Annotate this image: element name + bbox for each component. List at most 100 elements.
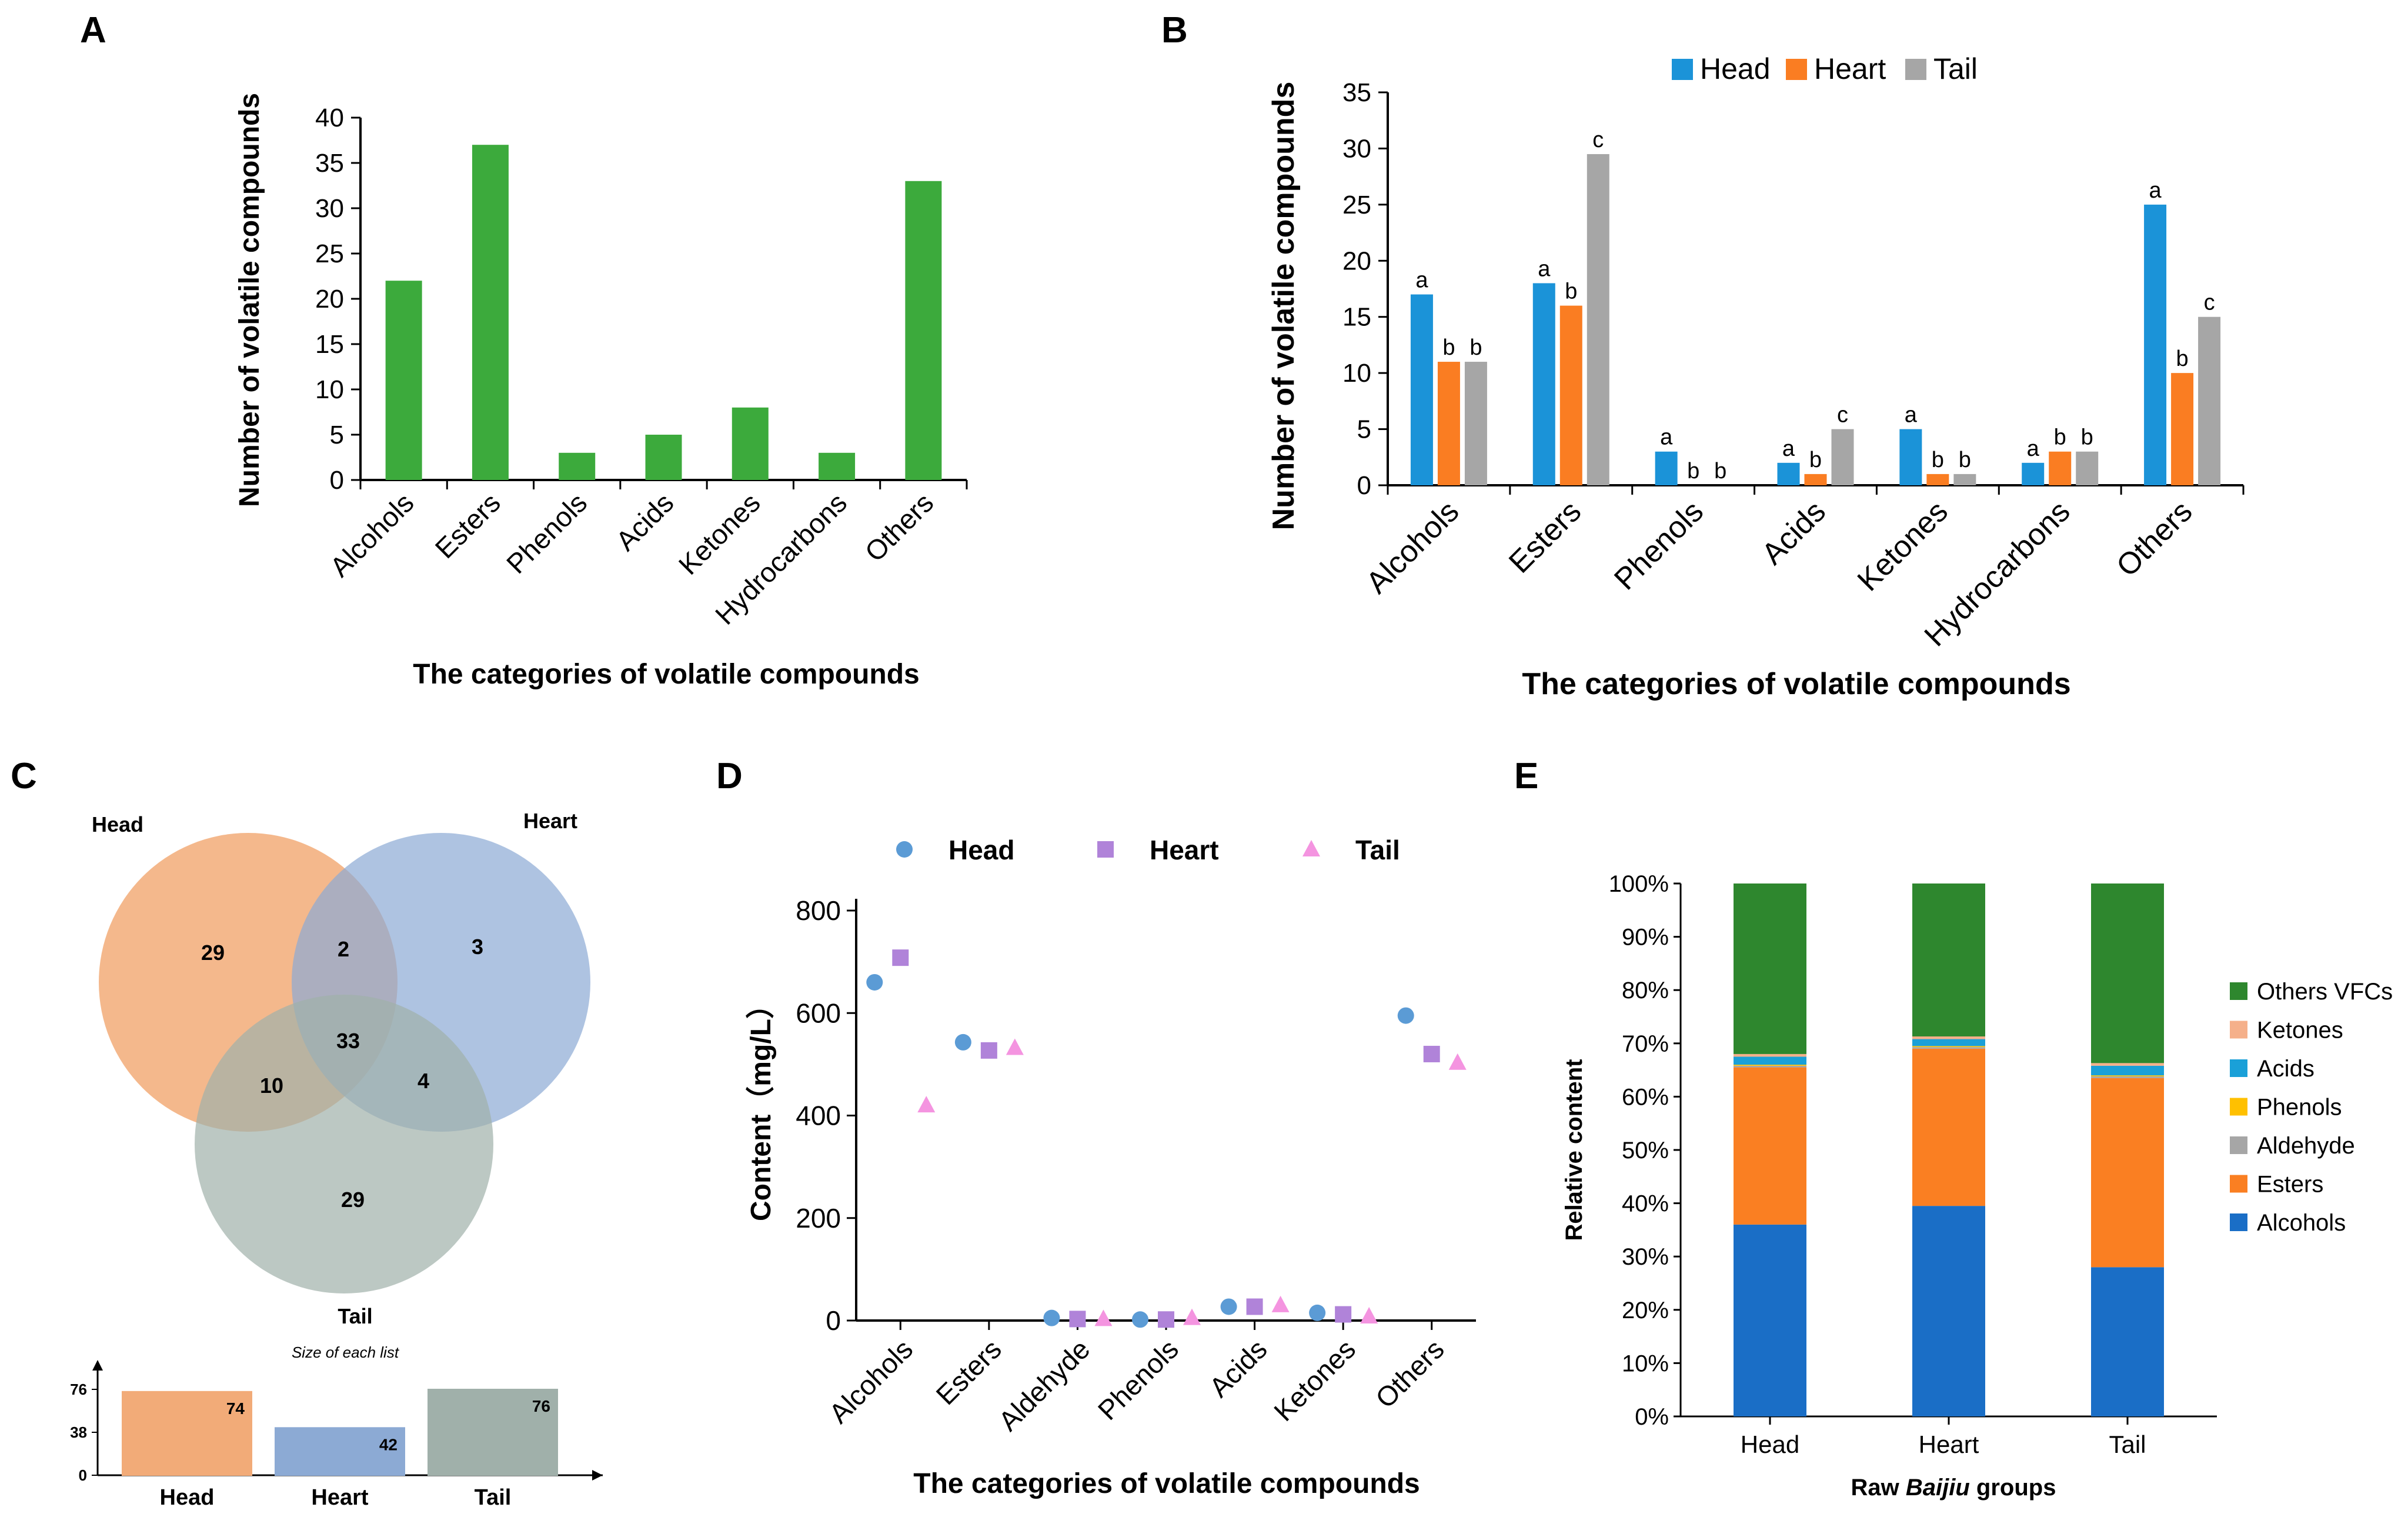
size-chart-y-arrow [92,1360,103,1371]
panel-e-y-axis-title: Relative content [1561,1059,1587,1241]
panel-a-y-tick-label: 5 [330,421,344,449]
panel-b-legend-swatch-head [1672,59,1693,80]
panel-b-category-label: Alcohols [1360,494,1465,600]
panel-d-category-label: Alcohols [823,1333,919,1429]
panel-a-category-label: Phenols [500,487,593,580]
panel-b-significance-letter: a [2027,436,2040,461]
panel-b-significance-letter: a [2149,178,2162,203]
panel-e-legend-label: Alcohols [2257,1210,2346,1236]
panel-a-bar-ketones [732,407,769,480]
panel-e-y-tick-label: 50% [1622,1138,1669,1163]
panel-e-segment-esters-heart [1912,1048,1985,1206]
panel-e-segment-esters-head [1734,1067,1806,1225]
panel-a-y-tick-label: 10 [315,375,344,404]
size-chart-bar-head [122,1391,252,1476]
panel-letter-d: D [716,756,743,796]
panel-a-y-axis-title: Number of volatile compounds [234,93,265,507]
panel-a-y-tick-label: 35 [315,149,344,178]
panel-d-point-head-acids [1220,1298,1237,1315]
panel-b-significance-letter: b [2081,425,2093,450]
panel-d-point-tail-acids [1271,1295,1290,1312]
size-chart-category-label: Heart [311,1485,368,1510]
panel-d-legend-marker-tail [1302,840,1320,856]
size-chart-x-arrow [592,1470,603,1481]
panel-d-point-tail-aldehyde [1094,1309,1113,1326]
panel-e-x-axis-title-italic: Baijiu [1906,1475,1970,1501]
panel-e-category-label: Tail [2109,1431,2146,1458]
panel-e-legend-swatch-acids [2230,1059,2247,1077]
panel-b-y-tick-label: 25 [1342,191,1371,219]
panel-b-y-axis-title: Number of volatile compounds [1267,82,1301,531]
panel-b-bar-heart-others [2171,373,2194,485]
panel-e-segment-phenols-heart [1912,1046,1985,1048]
panel-e-y-tick-label: 40% [1622,1191,1669,1217]
panel-d-y-tick-label: 0 [826,1305,841,1336]
panel-a-y-tick-label: 15 [315,330,344,359]
panel-d-y-axis-title: Content（mg/L） [746,991,777,1221]
panel-b-category-label: Acids [1755,494,1832,571]
panel-e-segment-alcohols-head [1734,1224,1806,1416]
panel-b-bar-head-alcohols [1410,294,1433,485]
panel-e-x-axis-title-suffix: groups [1970,1475,2056,1501]
panel-b-bar-heart-esters [1559,305,1582,485]
panel-b-y-tick-label: 35 [1342,78,1371,107]
panel-d-category-label: Aldehyde [992,1333,1096,1437]
panel-e-segment-others-vfcs-heart [1912,883,1985,1037]
panel-b-bar-head-phenols [1655,451,1678,485]
panel-b-significance-letter: a [1905,403,1918,428]
size-chart-y-tick-label: 38 [70,1423,87,1441]
venn-region-head-heart: 2 [338,937,349,961]
size-chart-bar-value: 74 [226,1399,245,1418]
panel-b-significance-letter: a [1415,268,1428,293]
size-chart-category-label: Tail [475,1485,512,1510]
panel-b-significance-letter: c [2204,291,2215,315]
panel-d-legend-label: Heart [1150,835,1219,865]
panel-b-bar-head-ketones [1899,429,1922,485]
size-chart-category-label: Head [160,1485,215,1510]
panel-e-legend-swatch-alcohols [2230,1213,2247,1231]
panel-b-bar-heart-ketones [1926,474,1949,485]
size-chart-y-tick-label: 0 [79,1466,87,1484]
panel-b-bar-heart-acids [1804,474,1827,485]
panel-a-x-axis-title: The categories of volatile compounds [413,659,920,690]
panel-e-y-tick-label: 80% [1622,978,1669,1003]
panel-d-point-head-ketones [1309,1304,1326,1321]
panel-letter-c: C [11,756,37,796]
panel-d-point-heart-alcohols [892,949,909,966]
panel-e-y-tick-label: 30% [1622,1244,1669,1270]
size-chart-bar-value: 42 [379,1435,398,1453]
panel-d-y-tick-label: 600 [796,998,841,1028]
panel-b-legend-label: Tail [1933,52,1978,85]
panel-e-y-tick-label: 60% [1622,1084,1669,1110]
panel-e-legend-swatch-aldehyde [2230,1136,2247,1154]
size-chart-bar-tail [428,1389,558,1476]
panel-b-significance-letter: a [1538,256,1551,281]
panel-e-segment-ketones-heart [1912,1036,1985,1039]
venn-region-head-tail: 10 [260,1073,283,1098]
panel-e-segment-phenols-tail [2091,1075,2164,1076]
venn-set-label-heart: Heart [523,809,577,833]
panel-d-point-head-phenols [1132,1311,1148,1328]
panel-e-y-tick-label: 10% [1622,1351,1669,1376]
panel-d-legend-marker-heart [1097,841,1114,858]
panel-e-legend-label: Others VFCs [2257,979,2393,1005]
panel-b-significance-letter: b [2054,425,2066,450]
panel-b-bar-tail-others [2198,316,2221,485]
panel-b-significance-letter: b [1959,448,1971,472]
panel-b-y-tick-label: 10 [1342,359,1371,388]
panel-a-bar-esters [472,145,509,480]
panel-d-point-head-aldehyde [1043,1309,1060,1326]
panel-d-point-heart-acids [1246,1298,1263,1315]
panel-d-point-head-others [1397,1007,1414,1024]
panel-a-category-label: Alcohols [324,487,420,583]
panel-letter-a: A [80,10,106,51]
panel-e-segment-aldehyde-head [1734,1065,1806,1068]
panel-b-bar-head-hydrocarbons [2022,462,2045,485]
panel-b-category-label: Ketones [1851,494,1955,598]
panel-d-point-tail-esters [1006,1038,1024,1055]
panel-b-y-tick-label: 30 [1342,134,1371,163]
panel-d-y-tick-label: 400 [796,1101,841,1131]
panel-d-point-heart-esters [980,1042,997,1059]
panel-b-bar-heart-alcohols [1437,362,1460,485]
